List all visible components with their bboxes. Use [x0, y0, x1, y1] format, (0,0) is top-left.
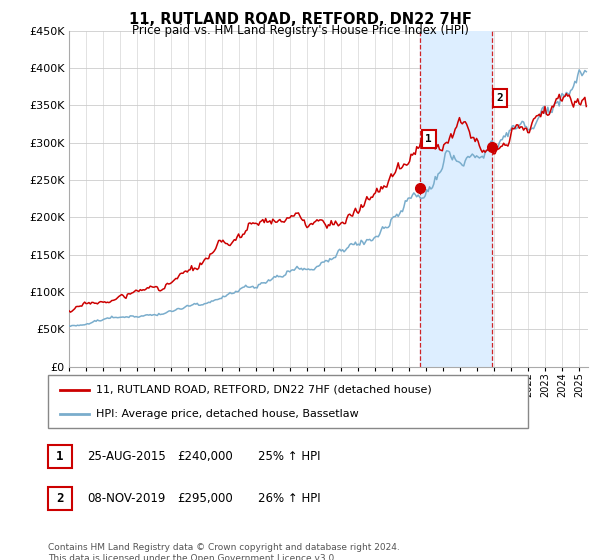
Text: Contains HM Land Registry data © Crown copyright and database right 2024.
This d: Contains HM Land Registry data © Crown c…: [48, 543, 400, 560]
Text: £295,000: £295,000: [177, 492, 233, 505]
Text: 2: 2: [497, 93, 503, 103]
Text: HPI: Average price, detached house, Bassetlaw: HPI: Average price, detached house, Bass…: [96, 409, 359, 419]
Bar: [421, 31, 491, 367]
Text: 1: 1: [56, 450, 64, 463]
Text: 11, RUTLAND ROAD, RETFORD, DN22 7HF: 11, RUTLAND ROAD, RETFORD, DN22 7HF: [128, 12, 472, 27]
Text: £240,000: £240,000: [177, 450, 233, 463]
Text: 25-AUG-2015: 25-AUG-2015: [87, 450, 166, 463]
Text: Price paid vs. HM Land Registry's House Price Index (HPI): Price paid vs. HM Land Registry's House …: [131, 24, 469, 36]
Text: 11, RUTLAND ROAD, RETFORD, DN22 7HF (detached house): 11, RUTLAND ROAD, RETFORD, DN22 7HF (det…: [96, 385, 432, 395]
Text: 08-NOV-2019: 08-NOV-2019: [87, 492, 166, 505]
Text: 1: 1: [425, 134, 432, 144]
Text: 26% ↑ HPI: 26% ↑ HPI: [258, 492, 320, 505]
Text: 25% ↑ HPI: 25% ↑ HPI: [258, 450, 320, 463]
Text: 2: 2: [56, 492, 64, 505]
